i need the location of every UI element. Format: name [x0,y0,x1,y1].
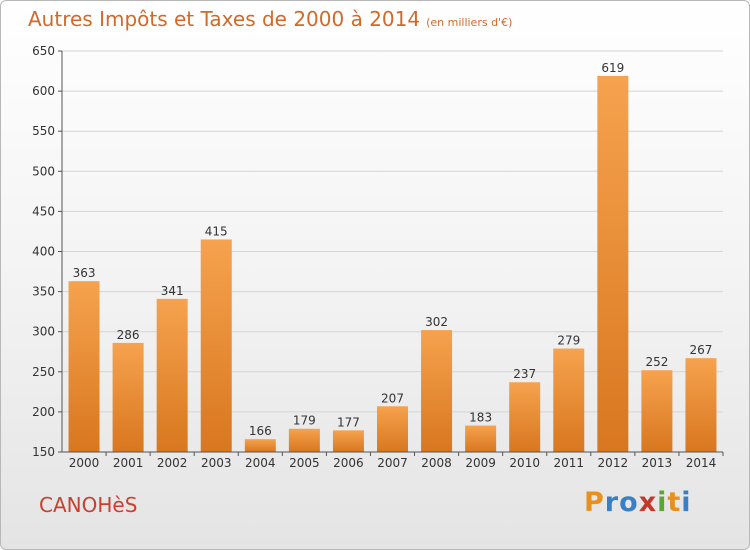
bar [200,239,232,452]
y-tick-label: 650 [32,44,55,58]
y-tick-label: 200 [32,405,55,419]
x-tick-label: 2007 [377,456,408,470]
bar [641,370,673,452]
data-label: 279 [557,334,580,348]
data-label: 179 [293,414,316,428]
logo-letter: t [667,487,682,518]
bar [597,75,629,452]
y-tick-label: 450 [32,204,55,218]
x-tick-label: 2013 [642,456,673,470]
bar [244,439,276,452]
commune-name: CANOHèS [39,493,138,517]
x-tick-label: 2010 [509,456,540,470]
chart-title-text: Autres Impôts et Taxes de 2000 à 2014 [28,7,421,31]
x-tick-label: 2004 [245,456,276,470]
x-tick-label: 2000 [69,456,100,470]
bar [68,281,100,452]
x-tick-label: 2012 [598,456,629,470]
data-label: 363 [73,266,96,280]
x-tick-label: 2009 [465,456,496,470]
bar [156,298,188,452]
logo-letter: x [638,487,658,518]
x-tick-label: 2001 [113,456,144,470]
data-label: 267 [690,343,713,357]
data-label: 341 [161,284,184,298]
y-tick-label: 350 [32,285,55,299]
bar [553,348,585,452]
x-tick-label: 2011 [553,456,584,470]
data-label: 286 [117,328,140,342]
data-label: 302 [425,315,448,329]
y-tick-label: 400 [32,245,55,259]
x-tick-label: 2005 [289,456,320,470]
data-label: 415 [205,224,228,238]
x-tick-label: 2014 [686,456,717,470]
bar [288,428,320,452]
logo-letter: i [657,487,668,518]
y-tick-label: 150 [32,445,55,459]
x-tick-label: 2002 [157,456,188,470]
bar [685,358,717,452]
data-label: 237 [513,367,536,381]
data-label: 252 [645,355,668,369]
chart-title: Autres Impôts et Taxes de 2000 à 2014 (en… [28,7,512,31]
data-label: 207 [381,391,404,405]
y-tick-label: 500 [32,164,55,178]
x-tick-label: 2008 [421,456,452,470]
bar [112,342,144,452]
y-tick-label: 600 [32,84,55,98]
data-label: 183 [469,411,492,425]
y-tick-label: 250 [32,365,55,379]
labels: 150 200 250 300 350 400 450 500 550 600 650 363 2000… [32,44,716,470]
logo-letter: r [604,487,620,518]
data-label: 166 [249,424,272,438]
y-tick-label: 300 [32,325,55,339]
y-tick-label: 550 [32,124,55,138]
bar [421,330,453,452]
chart-subtitle: (en milliers d'€) [426,16,513,29]
data-label: 177 [337,415,360,429]
axes [58,50,724,456]
data-label: 619 [601,61,624,75]
logo-letter: P [584,487,605,518]
logo-letter: i [681,487,692,518]
bar [465,425,497,452]
proxiti-logo: Proxiti [584,487,692,518]
logo-letter: o [619,487,639,518]
x-tick-label: 2003 [201,456,232,470]
bar [377,406,408,452]
bar [332,430,364,452]
bars [68,75,717,452]
x-tick-label: 2006 [333,456,364,470]
bar [509,382,541,452]
